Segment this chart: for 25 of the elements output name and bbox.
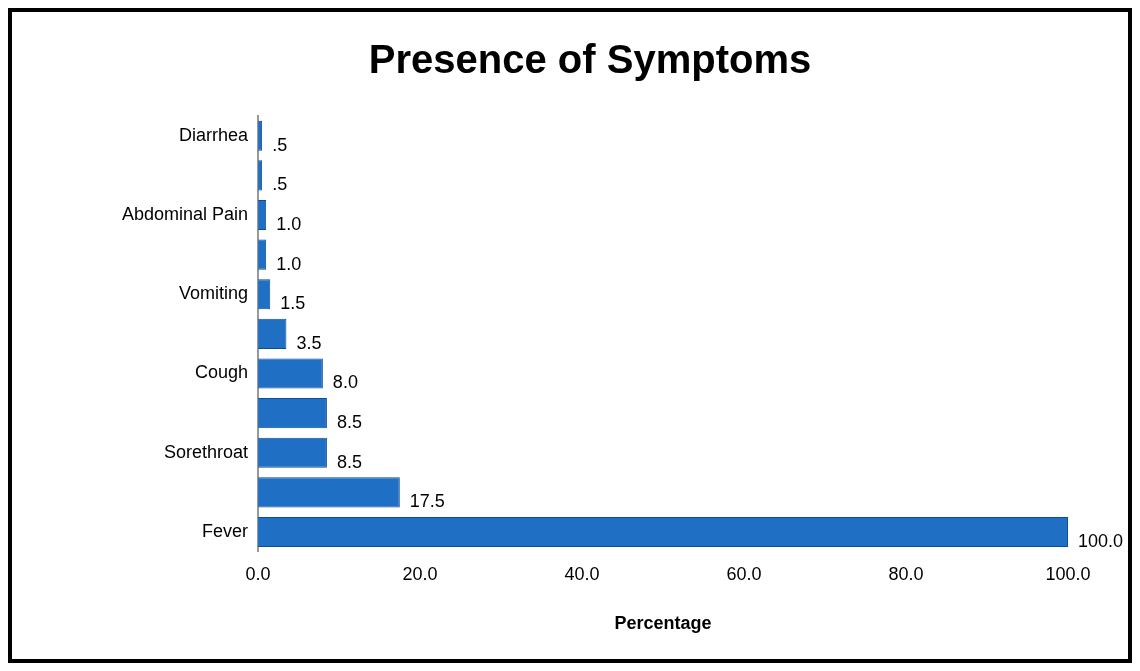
x-tick-label: 60.0	[726, 563, 762, 584]
data-label: 1.5	[280, 293, 306, 314]
data-label: 17.5	[409, 491, 445, 512]
data-label: 8.5	[336, 451, 362, 472]
y-tick-label: Fever	[202, 520, 249, 541]
data-label: .5	[272, 134, 288, 155]
data-label: 8.5	[336, 412, 362, 433]
data-label: 8.0	[332, 372, 358, 393]
x-tick-label: 80.0	[888, 563, 924, 584]
y-tick-label: Diarrhea	[179, 124, 250, 145]
data-label: 3.5	[296, 332, 322, 353]
data-label: 100.0	[1078, 530, 1124, 551]
x-tick-label: 0.0	[245, 563, 271, 584]
data-label: .5	[272, 174, 288, 195]
y-tick-label: Sorethroat	[164, 441, 249, 462]
y-tick-label: Vomiting	[179, 283, 249, 304]
y-tick-label: Abdominal Pain	[121, 204, 249, 225]
chart-title: Presence of Symptoms	[368, 37, 812, 82]
x-axis-title: Percentage	[614, 613, 712, 634]
data-label: 1.0	[276, 253, 302, 274]
data-label: 1.0	[276, 214, 302, 235]
y-tick-label: Cough	[195, 362, 249, 383]
x-tick-label: 40.0	[564, 563, 600, 584]
x-tick-label: 20.0	[402, 563, 438, 584]
x-tick-label: 100.0	[1045, 563, 1091, 584]
